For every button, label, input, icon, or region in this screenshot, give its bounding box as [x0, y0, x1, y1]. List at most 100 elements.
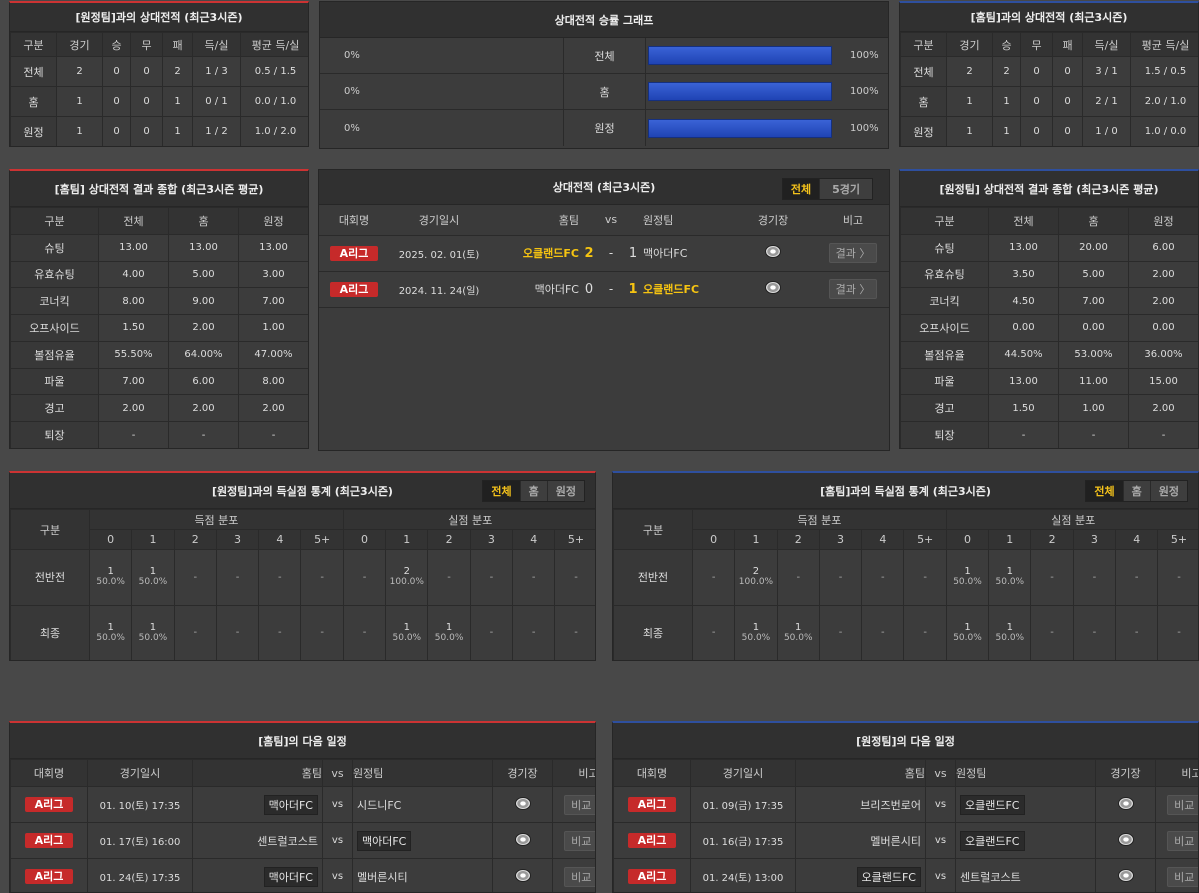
- percent-value: 50.0%: [392, 632, 422, 643]
- tab-5-games[interactable]: 5경기: [819, 179, 872, 199]
- column-header: vs: [925, 759, 956, 787]
- stat-cell: 1: [946, 116, 993, 146]
- stadium-icon[interactable]: [1117, 796, 1134, 810]
- league-badge[interactable]: A리그: [628, 869, 676, 884]
- empty-dash: -: [711, 627, 716, 639]
- stat-cell: 64.00%: [168, 340, 239, 369]
- home-team[interactable]: 맥아더FC: [263, 866, 318, 887]
- league-badge[interactable]: A리그: [330, 281, 378, 297]
- league-badge[interactable]: A리그: [628, 797, 676, 812]
- row-label: 오프사이드: [10, 314, 99, 342]
- tab-home[interactable]: 홈: [519, 481, 547, 501]
- goal-count-header: 2: [173, 529, 217, 550]
- match-date: 01. 10(토) 17:35: [87, 786, 193, 823]
- tab-away[interactable]: 원정: [546, 481, 584, 501]
- stat-cell: 8.00: [238, 367, 308, 396]
- stat-cell: 2.0 / 1.0: [1130, 86, 1198, 117]
- tab-away[interactable]: 원정: [1149, 481, 1187, 501]
- away-team[interactable]: 시드니FC: [357, 798, 402, 812]
- table-row: 최종 -1 50.0% 1 50.0% - - -1 50.0% 1 50.0% - - - -: [613, 604, 1198, 660]
- distribution-cell: 1 50.0%: [734, 604, 778, 660]
- home-team[interactable]: 오클랜드FC: [489, 235, 579, 272]
- table-row: 파울 13.00 11.00 15.00: [900, 367, 1198, 396]
- stadium-icon[interactable]: [765, 245, 782, 258]
- home-team[interactable]: 브리즈번로어: [860, 798, 921, 812]
- percent-value: 50.0%: [96, 577, 125, 588]
- tab-all[interactable]: 전체: [1086, 481, 1123, 501]
- column-header: 경기장: [1095, 759, 1156, 787]
- stadium-icon[interactable]: [514, 796, 531, 810]
- goals-left-tab-group: 전체 홈 원정: [482, 480, 585, 502]
- home-team-cell: 오클랜드FC: [795, 858, 926, 892]
- league-badge[interactable]: A리그: [25, 869, 73, 884]
- stadium-icon[interactable]: [514, 832, 531, 846]
- compare-button[interactable]: 비교 〉: [564, 794, 595, 815]
- away-team[interactable]: 오클랜드FC: [960, 830, 1025, 851]
- home-team[interactable]: 센트럴코스트: [257, 834, 318, 848]
- panel-title: [원정팀]과의 상대전적 (최근3시즌): [10, 3, 308, 32]
- away-team[interactable]: 오클랜드FC: [960, 794, 1025, 815]
- graph-rows: 0% 전체 100% 0% 홈 100% 0% 원정 100%: [320, 38, 888, 146]
- table-row: 볼점유율 44.50% 53.00% 36.00%: [900, 340, 1198, 369]
- result-button[interactable]: 결과 〉: [828, 243, 878, 263]
- percent-value: 100.0%: [738, 577, 774, 588]
- stat-cell: 2.00: [168, 394, 239, 423]
- league-badge[interactable]: A리그: [330, 245, 378, 261]
- stadium-cell: [1095, 858, 1156, 892]
- compare-button[interactable]: 비교 〉: [564, 866, 595, 887]
- distribution-cell: 1 50.0%: [427, 604, 471, 660]
- compare-button[interactable]: 비교 〉: [1167, 830, 1198, 851]
- distribution-cell: -: [258, 549, 302, 606]
- distribution-cell: -: [691, 549, 736, 606]
- away-team[interactable]: 오클랜드FC: [643, 271, 734, 308]
- stadium-cell: [733, 271, 814, 308]
- compare-button[interactable]: 비교 〉: [564, 830, 595, 851]
- home-team[interactable]: 오클랜드FC: [856, 866, 921, 887]
- away-team[interactable]: 멜버른시티: [357, 870, 408, 884]
- tab-home[interactable]: 홈: [1122, 481, 1150, 501]
- away-team[interactable]: 맥아더FC: [643, 235, 734, 272]
- league-badge[interactable]: A리그: [25, 797, 73, 812]
- result-button[interactable]: 결과 〉: [828, 279, 878, 299]
- goal-count-header: 5+: [554, 529, 595, 550]
- home-team[interactable]: 맥아더FC: [489, 271, 579, 308]
- league-badge[interactable]: A리그: [628, 833, 676, 848]
- tab-all[interactable]: 전체: [483, 481, 520, 501]
- home-team[interactable]: 멜버른시티: [870, 834, 921, 848]
- stat-cell: 0.00: [1128, 314, 1198, 342]
- compare-button[interactable]: 비교 〉: [1167, 794, 1198, 815]
- table-row: 슈팅 13.00 13.00 13.00: [10, 233, 308, 262]
- stat-cell: 2: [946, 56, 993, 87]
- win-rate-graph-panel: 상대전적 승률 그래프 0% 전체 100% 0% 홈 100% 0% 원정 100%: [319, 1, 889, 149]
- stat-cell: 55.50%: [98, 340, 169, 369]
- home-team[interactable]: 맥아더FC: [263, 794, 318, 815]
- vs-label: vs: [925, 822, 956, 859]
- row-label: 홈: [900, 86, 947, 117]
- empty-dash: -: [193, 571, 198, 583]
- league-badge[interactable]: A리그: [25, 833, 73, 848]
- stat-cell: 2 / 1: [1082, 86, 1131, 117]
- stat-cell: 1.5 / 0.5: [1130, 56, 1198, 87]
- tab-all[interactable]: 전체: [782, 179, 820, 199]
- panel-title: [홈팀] 상대전적 결과 종합 (최근3시즌 평균): [10, 171, 308, 207]
- away-team[interactable]: 맥아더FC: [357, 830, 412, 851]
- note-cell: 비교 〉: [552, 858, 595, 892]
- stat-cell: -: [1058, 421, 1129, 448]
- stat-cell: 1.50: [988, 394, 1059, 423]
- home-team-cell: 센트럴코스트: [192, 822, 323, 859]
- stadium-icon[interactable]: [1117, 868, 1134, 882]
- away-team-cell: 시드니FC: [352, 786, 493, 823]
- stadium-icon[interactable]: [765, 281, 782, 294]
- compare-button[interactable]: 비교 〉: [1167, 866, 1198, 887]
- away-team[interactable]: 센트럴코스트: [960, 870, 1021, 884]
- stat-cell: 0: [1052, 86, 1083, 117]
- panel-title: 상대전적 승률 그래프: [320, 2, 888, 38]
- stat-cell: 4.00: [98, 260, 169, 289]
- row-label: 파울: [900, 367, 989, 396]
- panel-title: [홈팀]과의 상대전적 (최근3시즌): [900, 3, 1198, 32]
- stadium-cell: [492, 822, 553, 859]
- stadium-icon[interactable]: [514, 868, 531, 882]
- column-header: 평균 득/실: [240, 32, 308, 57]
- vs-label: vs: [322, 822, 353, 859]
- stadium-icon[interactable]: [1117, 832, 1134, 846]
